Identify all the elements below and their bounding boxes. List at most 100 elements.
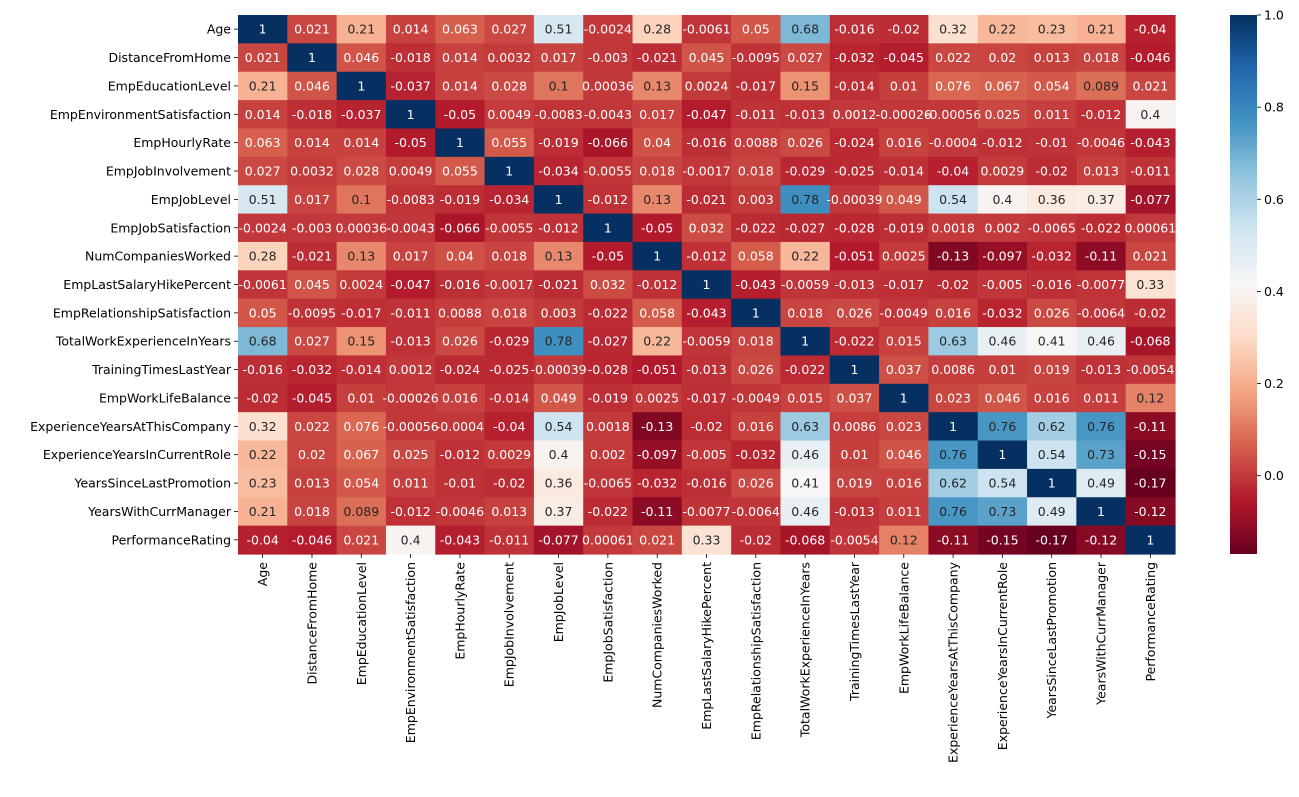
cell-value-label: 0.68 bbox=[791, 22, 819, 37]
heatmap-cell bbox=[583, 156, 634, 186]
cell-value-label: -0.0065 bbox=[1028, 220, 1076, 235]
cell-value-label: 0.51 bbox=[249, 192, 277, 207]
heatmap-cell bbox=[336, 440, 387, 470]
cell-value-label: 0.21 bbox=[249, 78, 277, 93]
heatmap-cell bbox=[336, 468, 387, 498]
heatmap-cell bbox=[583, 440, 634, 470]
cell-value-label: -0.011 bbox=[1130, 164, 1170, 179]
cell-value-label: 0.00061 bbox=[1124, 220, 1176, 235]
heatmap-cell bbox=[632, 412, 683, 442]
heatmap-cell bbox=[583, 298, 634, 328]
heatmap-cell bbox=[435, 128, 486, 158]
cell-value-label: 0.089 bbox=[343, 504, 379, 519]
heatmap-cell bbox=[238, 15, 288, 44]
heatmap-cell bbox=[632, 100, 683, 130]
heatmap-cell bbox=[977, 412, 1028, 442]
heatmap-cell bbox=[336, 412, 387, 442]
cell-value-label: -0.032 bbox=[982, 305, 1022, 320]
heatmap-cell bbox=[632, 270, 683, 300]
cell-value-label: -0.02 bbox=[937, 277, 969, 292]
cell-value-label: 0.46 bbox=[791, 447, 819, 462]
cell-value-label: 0.22 bbox=[249, 447, 277, 462]
cell-value-label: -0.043 bbox=[1130, 135, 1170, 150]
heatmap-cell bbox=[533, 412, 584, 442]
cell-value-label: 0.054 bbox=[1034, 78, 1070, 93]
cell-value-label: -0.022 bbox=[834, 334, 874, 349]
heatmap-cell bbox=[336, 298, 387, 328]
heatmap-cell bbox=[336, 497, 387, 527]
heatmap-cell bbox=[287, 355, 338, 385]
cell-value-label: 0.002 bbox=[590, 447, 626, 462]
heatmap-cell bbox=[879, 156, 930, 186]
cell-value-label: 0.0025 bbox=[635, 390, 679, 405]
cell-value-label: 0.045 bbox=[294, 277, 330, 292]
cell-value-label: 0.13 bbox=[545, 249, 573, 264]
cell-value-label: -0.0061 bbox=[239, 277, 287, 292]
heatmap-cell bbox=[681, 185, 732, 215]
heatmap-cell bbox=[533, 497, 584, 527]
cell-value-label: 0.013 bbox=[1083, 164, 1119, 179]
cell-value-label: -0.024 bbox=[834, 135, 874, 150]
heatmap-cell bbox=[385, 412, 436, 442]
heatmap-cell bbox=[632, 468, 683, 498]
cell-value-label: 0.0024 bbox=[685, 78, 729, 93]
cell-value-label: 0.037 bbox=[837, 390, 873, 405]
cell-value-label: 0.058 bbox=[738, 249, 774, 264]
cell-value-label: -0.0065 bbox=[584, 476, 632, 491]
cell-value-label: 0.026 bbox=[738, 362, 774, 377]
cell-value-label: 1 bbox=[900, 390, 908, 405]
cell-value-label: 0.016 bbox=[442, 390, 478, 405]
cell-value-label: 0.032 bbox=[590, 277, 626, 292]
cell-value-label: 0.73 bbox=[988, 504, 1016, 519]
x-label-experience-years-at-this-company: ExperienceYearsAtThisCompany bbox=[946, 561, 961, 763]
colorbar-tick-label: 0.6 bbox=[1264, 192, 1284, 207]
heatmap-cell bbox=[829, 128, 880, 158]
cell-value-label: 0.014 bbox=[294, 135, 330, 150]
cell-value-label: -0.0055 bbox=[485, 220, 533, 235]
cell-value-label: -0.0004 bbox=[436, 419, 484, 434]
heatmap-cell bbox=[385, 355, 436, 385]
x-axis-labels: Age DistanceFromHome EmpEducationLevel EmpE… bbox=[255, 554, 1158, 763]
heatmap-cell bbox=[385, 241, 436, 271]
cell-value-label: 0.026 bbox=[738, 476, 774, 491]
y-label-performance-rating: PerformanceRating bbox=[111, 532, 231, 547]
heatmap-cell bbox=[385, 156, 436, 186]
cell-value-label: -0.0059 bbox=[781, 277, 829, 292]
cell-value-label: -0.003 bbox=[588, 50, 628, 65]
cell-value-label: -0.04 bbox=[937, 164, 969, 179]
heatmap-cell bbox=[879, 128, 930, 158]
heatmap-cell bbox=[780, 383, 831, 413]
colorbar-gradient bbox=[1230, 15, 1257, 554]
heatmap-cell bbox=[583, 43, 634, 73]
heatmap-cell bbox=[385, 525, 436, 555]
cell-value-label: 0.002 bbox=[984, 220, 1020, 235]
cell-value-label: 0.054 bbox=[343, 476, 379, 491]
heatmap-cell bbox=[1125, 128, 1176, 158]
heatmap-cell bbox=[632, 298, 683, 328]
cell-value-label: 1 bbox=[604, 220, 612, 235]
cell-value-label: 0.063 bbox=[442, 22, 478, 37]
cell-value-label: -0.13 bbox=[937, 249, 969, 264]
heatmap-cell bbox=[1027, 213, 1077, 243]
heatmap-cell bbox=[385, 100, 436, 130]
heatmap-cell bbox=[829, 440, 880, 470]
heatmap-cell bbox=[632, 185, 683, 215]
cell-value-label: 0.011 bbox=[886, 504, 922, 519]
heatmap-cell bbox=[731, 156, 782, 186]
heatmap-cell bbox=[829, 355, 880, 385]
cell-value-label: 1 bbox=[752, 305, 760, 320]
cell-value-label: 0.01 bbox=[890, 78, 918, 93]
heatmap-cell bbox=[977, 128, 1028, 158]
heatmap-annotations: 1 0.021 0.21 0.014 0.063 0.027 0.51 -0.0024 0.28… bbox=[239, 22, 1177, 548]
heatmap-cell bbox=[484, 468, 535, 498]
heatmap-cell bbox=[484, 15, 535, 44]
cell-value-label: -0.014 bbox=[489, 390, 529, 405]
heatmap-cell bbox=[533, 327, 584, 357]
cell-value-label: -0.019 bbox=[884, 220, 924, 235]
cell-value-label: 0.4 bbox=[992, 192, 1012, 207]
heatmap-cell bbox=[238, 383, 288, 413]
heatmap-cell bbox=[1027, 100, 1077, 130]
heatmap-cell bbox=[977, 15, 1028, 44]
heatmap-cell bbox=[336, 270, 387, 300]
heatmap-cell bbox=[780, 440, 831, 470]
